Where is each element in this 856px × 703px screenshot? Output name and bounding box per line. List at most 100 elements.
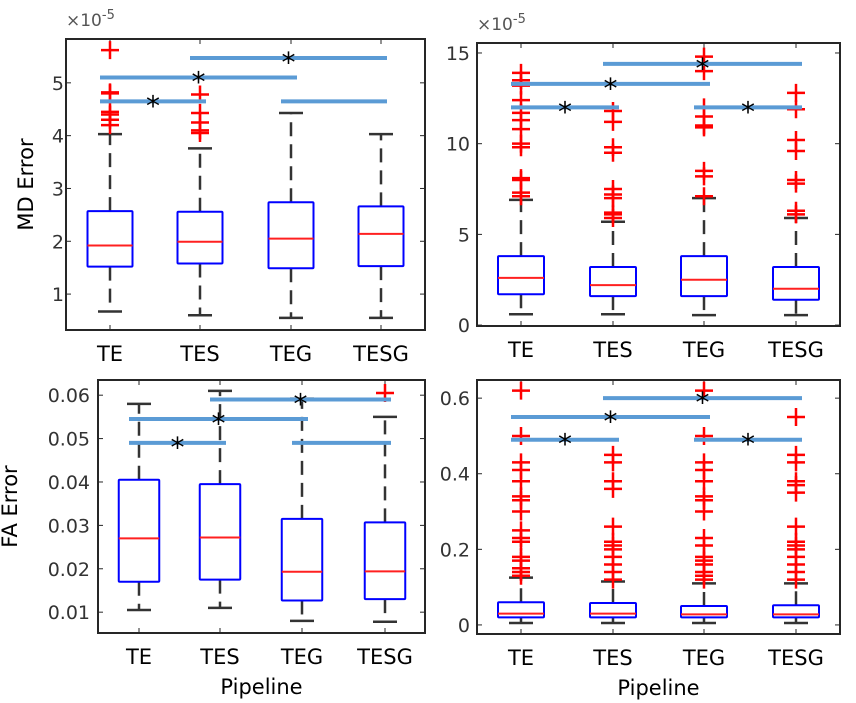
box-TEG (680, 47, 728, 317)
y-tick-label: 0.01 (48, 602, 90, 624)
x-tick-label: TEG (269, 342, 312, 366)
axes-frame (97, 379, 426, 634)
significance-star: * (604, 72, 618, 105)
outlier-marker (101, 83, 119, 102)
x-tick-label: TE (507, 646, 534, 670)
box-iqr (363, 521, 407, 601)
multiplier-exponent: -5 (102, 8, 115, 23)
y-tick-label: 4 (52, 126, 64, 148)
y-tick-label: 0.06 (48, 385, 90, 407)
box-iqr (772, 604, 820, 619)
y-tick-label: 3 (52, 178, 64, 200)
x-tick-label: TESG (356, 645, 413, 669)
outlier-marker (604, 517, 622, 536)
x-tick-label: TEG (682, 338, 725, 362)
x-tick-label: TES (592, 646, 632, 670)
y-tick-label: 5 (458, 224, 470, 246)
y-tick-label: 0 (458, 615, 470, 637)
panel-3: 0.01 0.02 0.03 0.04 0.05 0.06 TE TES TEG TESG * * * F… (0, 379, 426, 699)
outlier-marker (695, 161, 713, 180)
significance-star: * (282, 46, 296, 79)
y-tick-label: 0.2 (440, 539, 470, 561)
x-tick-label: TEG (682, 646, 725, 670)
outlier-marker (695, 487, 713, 506)
y-axis-label: MD Error (14, 138, 38, 231)
multiplier-base: ×10 (477, 15, 513, 35)
multiplier-base: ×10 (66, 11, 102, 31)
y-tick-label: 5 (52, 73, 64, 95)
box-TES (589, 445, 637, 625)
outlier-marker (604, 102, 622, 121)
outlier-marker (512, 381, 530, 400)
axes-frame (65, 38, 426, 331)
outlier-marker (787, 517, 805, 536)
box-TES (176, 85, 224, 317)
significance-star: * (146, 89, 160, 122)
box-iqr (357, 205, 405, 268)
x-tick-label: TESG (352, 342, 409, 366)
box-TESG (363, 384, 407, 623)
box-TES (589, 102, 637, 316)
y-tick-label: 2 (52, 231, 64, 253)
axes-frame (476, 379, 841, 635)
significance-star: * (294, 388, 308, 421)
outlier-marker (101, 102, 119, 121)
outlier-marker (604, 532, 622, 551)
significance-star: * (604, 405, 618, 438)
box-TEG (267, 111, 315, 320)
outlier-marker (787, 201, 805, 220)
outlier-marker (787, 445, 805, 464)
box-iqr (267, 201, 315, 270)
significance-star: * (741, 428, 755, 461)
box-iqr (176, 210, 224, 265)
outlier-marker (695, 426, 713, 445)
x-tick-label: TE (96, 342, 123, 366)
box-iqr (280, 517, 324, 602)
x-tick-label: TE (125, 645, 152, 669)
x-axis-label: Pipeline (617, 676, 699, 700)
box-iqr (589, 602, 637, 619)
x-tick-label: TES (592, 338, 632, 362)
panel-1: 1 2 3 4 5 TE TES TEG TESG * * * ×10-5 MD Error (14, 8, 426, 366)
significance-star: * (741, 95, 755, 128)
box-TEG (680, 381, 728, 625)
significance-star: * (558, 428, 572, 461)
box-iqr (497, 601, 545, 619)
outlier-marker (512, 547, 530, 566)
y-tick-label: 10 (446, 134, 470, 156)
significance-star: * (696, 386, 710, 419)
box-iqr (680, 255, 728, 298)
x-tick-label: TESG (767, 646, 824, 670)
y-tick-label: 15 (446, 43, 470, 65)
y-axis-label: FA Error (0, 465, 22, 548)
box-TE (497, 63, 545, 316)
significance-star: * (192, 66, 206, 99)
box-TESG (357, 132, 405, 320)
box-TES (198, 389, 242, 610)
box-TESG (772, 408, 820, 625)
box-iqr (198, 483, 242, 581)
box-TE (497, 381, 545, 625)
y-tick-label: 0.04 (48, 472, 90, 494)
outlier-marker (604, 138, 622, 157)
box-iqr (117, 478, 161, 583)
x-tick-label: TES (199, 645, 239, 669)
y-tick-label: 0 (458, 315, 470, 337)
outlier-marker (787, 131, 805, 150)
box-iqr (497, 255, 545, 296)
outlier-marker (695, 528, 713, 547)
outlier-marker (512, 426, 530, 445)
significance-star: * (171, 431, 185, 464)
outlier-marker (604, 445, 622, 464)
box-iqr (589, 266, 637, 298)
y-tick-label: 1 (52, 284, 64, 306)
outlier-marker (695, 187, 713, 206)
panel-4: 0 0.2 0.4 0.6 TE TES TEG TESG * * * * Pipeline (440, 379, 841, 700)
x-tick-label: TESG (767, 338, 824, 362)
outlier-marker (512, 521, 530, 540)
y-tick-label: 0.03 (48, 515, 90, 537)
outlier-marker (787, 532, 805, 551)
outlier-marker (191, 103, 209, 122)
outlier-marker (787, 83, 805, 102)
